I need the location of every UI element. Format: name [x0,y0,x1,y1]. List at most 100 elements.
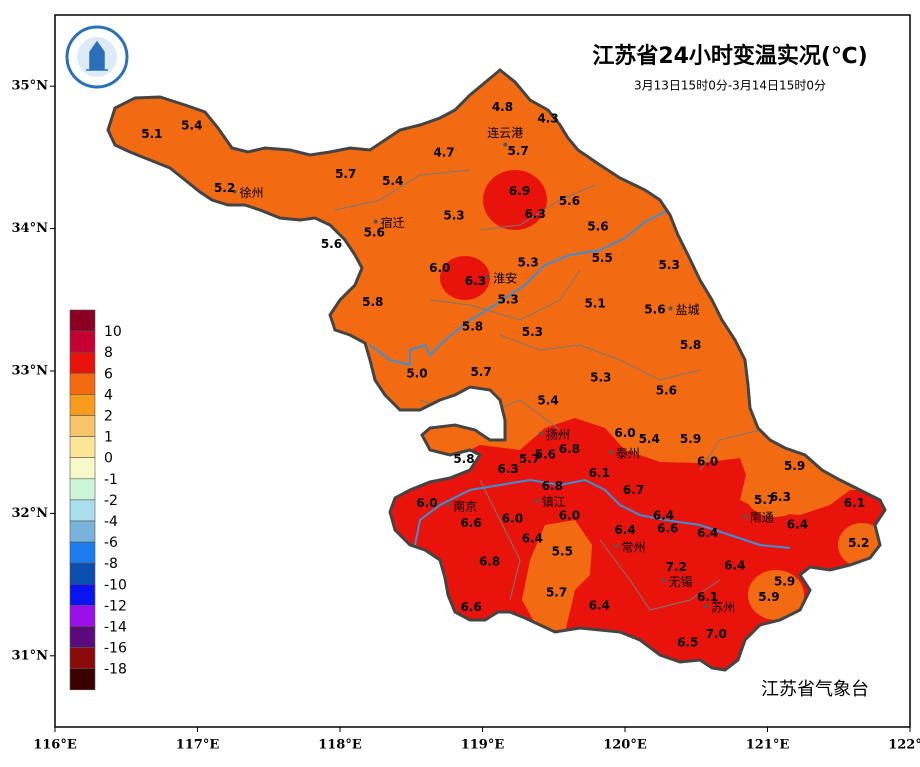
station-value: 5.0 [406,366,427,380]
station-value: 7.2 [666,560,687,574]
legend-label: 1 [104,430,113,446]
station-value: 5.5 [592,251,613,265]
subtitle: 3月13日15时0分-3月14日15时0分 [634,79,826,93]
city-label: 南通 [750,510,774,525]
station-value: 5.7 [507,144,528,158]
station-value: 6.3 [525,207,546,221]
station-value: 5.9 [784,459,805,473]
city-dot [538,431,543,436]
station-value: 5.7 [754,493,775,507]
station-value: 4.8 [492,100,513,114]
station-value: 5.4 [382,174,403,188]
legend-swatch [69,562,96,585]
city-label: 徐州 [240,185,264,200]
legend-label: 2 [104,409,113,425]
x-tick-label: 120°E [603,738,647,753]
legend-label: -2 [104,493,118,509]
legend-swatch [69,647,96,669]
city-label: 扬州 [546,427,570,442]
city-dot [668,306,673,311]
station-value: 5.2 [848,536,869,550]
legend-swatch [69,394,96,416]
city-label: 无锡 [668,574,692,589]
station-value: 5.2 [214,181,235,195]
station-value: 6.6 [657,522,678,536]
station-value: 6.3 [770,490,791,504]
station-value: 5.3 [522,325,543,339]
band-4-6 [748,570,804,620]
station-value: 5.6 [321,237,342,251]
city-label: 镇江 [542,495,566,509]
station-value: 5.8 [453,452,474,466]
title: 江苏省24小时变温实况(℃) [592,43,867,69]
station-value: 6.1 [697,590,718,604]
station-value: 5.6 [559,194,580,208]
x-tick-label: 117°E [176,738,220,753]
river [369,209,669,367]
band-6-8 [483,170,547,230]
station-value: 6.7 [623,483,644,497]
station-value: 6.8 [479,554,500,568]
station-value: 5.9 [680,432,701,446]
station-value: 6.4 [522,532,543,546]
legend-swatch [69,351,96,374]
city-dot [608,450,613,455]
band-4-6 [747,477,803,517]
station-value: 5.7 [519,452,540,466]
legend-label: -14 [104,620,127,636]
station-value: 6.1 [844,496,865,510]
legend-swatch [69,668,96,691]
station-value: 5.1 [141,127,162,141]
y-tick-label: 31°N [12,648,49,663]
station-value: 6.4 [787,517,808,531]
x-tick-label: 119°E [461,738,505,753]
station-value: 5.3 [590,371,611,385]
y-tick-label: 34°N [12,221,49,236]
city-dot [373,219,378,224]
station-value: 6.0 [559,509,580,523]
x-tick-label: 116°E [33,738,77,753]
band-6-8 [440,256,490,300]
legend-swatch [69,605,96,627]
legend-label: -8 [104,556,118,572]
station-value: 6.4 [724,559,745,573]
station-value: 6.5 [677,635,698,649]
city-dot [534,498,539,503]
legend-swatch [69,626,96,648]
legend-label: 8 [104,345,113,361]
legend-swatch [69,520,96,543]
legend-label: 4 [104,387,113,403]
legend-swatch [69,330,96,353]
city-dot [486,275,491,280]
station-value: 6.4 [697,526,718,540]
station-value: 5.6 [535,448,556,462]
station-value: 5.3 [517,255,538,269]
station-value: 6.3 [465,274,486,288]
station-value: 5.8 [362,295,383,309]
city-label: 盐城 [676,303,700,317]
city-label: 宿迁 [381,215,405,230]
city-dot [446,502,451,507]
station-value: 6.1 [589,466,610,480]
station-value: 6.3 [498,462,519,476]
legend-swatch [69,436,96,459]
station-value: 6.0 [697,455,718,469]
station-value: 6.8 [559,442,580,456]
station-value: 4.3 [537,111,558,125]
legend-label: -18 [104,662,127,678]
station-value: 5.3 [443,208,464,222]
legend-label: -10 [104,577,127,593]
station-value: 5.7 [335,167,356,181]
station-value: 6.4 [614,523,635,537]
station-value: 5.6 [587,220,608,234]
station-value: 6.0 [416,496,437,510]
legend-swatch [69,309,96,332]
legend-swatch [69,415,96,437]
station-value: 6.9 [509,184,530,198]
station-value: 5.3 [659,258,680,272]
city-dot [232,189,237,194]
y-tick-label: 33°N [12,364,49,379]
station-value: 5.4 [537,393,558,407]
city-label: 淮安 [493,271,517,286]
legend-swatch [69,478,96,501]
